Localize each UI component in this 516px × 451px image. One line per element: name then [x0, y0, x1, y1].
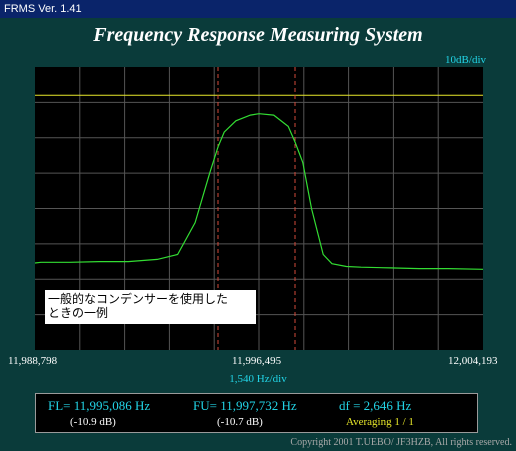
spectrum-chart: [35, 67, 483, 350]
db-per-div-label: 10dB/div: [445, 54, 486, 66]
fu-value: FU= 11,997,732 Hz: [193, 398, 297, 413]
x-tick-end: 12,004,193: [448, 355, 498, 367]
copyright-notice: Copyright 2001 T.UEBO/ JF3HZB, All right…: [290, 437, 512, 448]
measurement-readout: FL= 11,995,086 Hz (-10.9 dB) FU= 11,997,…: [35, 393, 478, 433]
x-tick-start: 11,988,798: [8, 355, 58, 367]
averaging-status: Averaging 1 / 1: [346, 416, 414, 428]
annotation-box: 一般的なコンデンサーを使用した ときの一例: [45, 290, 256, 324]
app-title: Frequency Response Measuring System: [93, 24, 423, 46]
title-bar: FRMS Ver. 1.41: [0, 0, 516, 18]
fl-db: (-10.9 dB): [70, 416, 116, 428]
x-tick-center: 11,996,495: [232, 355, 282, 367]
fu-db: (-10.7 dB): [217, 416, 263, 428]
df-value: df = 2,646 Hz: [339, 398, 412, 413]
annotation-line-2: ときの一例: [48, 306, 109, 320]
annotation-line-1: 一般的なコンデンサーを使用した: [48, 292, 229, 306]
fl-value: FL= 11,995,086 Hz: [48, 398, 151, 413]
hz-per-div-label: 1,540 Hz/div: [229, 373, 287, 385]
window-title: FRMS Ver. 1.41: [4, 3, 82, 15]
response-trace: [35, 113, 483, 270]
